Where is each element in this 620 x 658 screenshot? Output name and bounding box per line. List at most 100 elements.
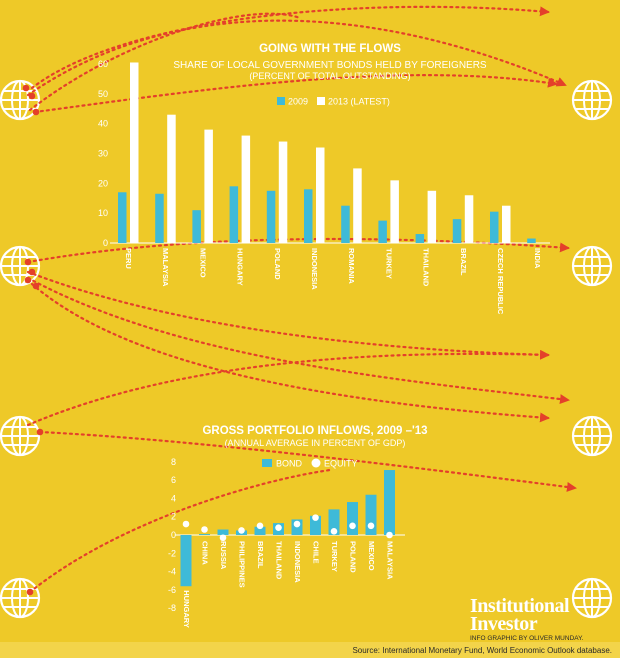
chart2-legend: BOND EQUITY [262, 458, 358, 469]
x-tick-label: INDONESIA [293, 541, 302, 583]
dotted-arrow [30, 282, 550, 423]
x-tick-label: TURKEY [384, 248, 393, 279]
y-tick-label: -2 [168, 548, 176, 558]
y-tick-label: 30 [98, 148, 108, 158]
dotted-arrow [26, 19, 567, 97]
x-tick-label: THAILAND [275, 541, 284, 580]
bar-bond-malaysia [384, 470, 395, 535]
bar-2013-mexico [204, 129, 213, 243]
x-tick-label: PHILIPPINES [238, 541, 247, 588]
source-bar [0, 642, 620, 658]
x-tick-label: TURKEY [330, 541, 339, 572]
bar-bond-chile [310, 515, 321, 535]
bar-2013-peru [130, 62, 139, 244]
y-tick-label: 0 [103, 238, 108, 248]
globes [0, 79, 613, 619]
bar-2009-poland [266, 190, 276, 243]
x-tick-label: MALAYSIA [386, 541, 395, 580]
dotted-arrow [26, 352, 550, 427]
bar-2009-hungary [229, 186, 239, 243]
bar-2013-poland [278, 141, 288, 243]
bar-2009-romania [341, 205, 350, 243]
y-tick-label: 0 [171, 530, 176, 540]
legend-label-2013: 2013 (LATEST) [328, 97, 390, 107]
bar-2009-czech-republic [490, 211, 499, 243]
y-tick-label: 8 [171, 457, 176, 467]
bar-2009-turkey [378, 220, 387, 243]
flow-arrows [26, 5, 577, 594]
credits: Institutional Investor INFO GRAPHIC BY O… [0, 595, 620, 658]
globe-icon [571, 79, 613, 121]
x-tick-label: RUSSIA [219, 541, 228, 570]
y-tick-label: 40 [98, 119, 108, 129]
dotted-arrow [26, 237, 570, 264]
dotted-arrow [33, 74, 558, 114]
x-tick-label: BRAZIL [459, 248, 468, 276]
x-tick-label: BRAZIL [256, 541, 265, 569]
dot-equity-mexico [367, 522, 375, 530]
y-tick-label: 10 [98, 208, 108, 218]
y-tick-label: 60 [98, 59, 108, 69]
bar-2009-india [527, 238, 536, 243]
bar-2013-hungary [241, 135, 251, 243]
globe-icon [571, 245, 613, 287]
dot-equity-malaysia [386, 531, 393, 539]
bar-bond-hungary [180, 535, 192, 587]
x-tick-label: PERU [124, 248, 133, 269]
y-tick-label: 4 [171, 493, 176, 503]
chart1-subtitle: SHARE OF LOCAL GOVERNMENT BONDS HELD BY … [173, 60, 487, 71]
bar-2013-romania [353, 168, 362, 243]
x-tick-label: HUNGARY [182, 590, 191, 628]
dot-equity-brazil [256, 522, 264, 530]
dotted-arrow [26, 276, 570, 405]
legend-label-2009: 2009 [288, 97, 308, 107]
dotted-arrow [26, 270, 550, 360]
x-tick-label: MEXICO [367, 541, 376, 571]
y-tick-label: 6 [171, 475, 176, 485]
y-tick-label: -4 [168, 567, 176, 577]
x-tick-label: ROMANIA [347, 248, 356, 284]
legend-swatch-equity [311, 458, 321, 468]
logo-line1: Institutional [470, 595, 570, 617]
y-tick-label: -6 [168, 585, 176, 595]
globe-icon [571, 577, 613, 619]
dot-equity-china [201, 526, 208, 533]
x-tick-label: POLAND [349, 541, 358, 573]
y-tick-label: 50 [98, 89, 108, 99]
logo-line2: Investor [470, 613, 538, 635]
dotted-arrow [38, 430, 577, 492]
dot-equity-thailand [275, 524, 282, 531]
bar-2013-czech-republic [502, 205, 511, 243]
globe-icon [571, 415, 613, 457]
y-tick-label: -8 [168, 603, 176, 613]
bond-share-chart: GOING WITH THE FLOWS SHARE OF LOCAL GOVE… [98, 43, 550, 315]
chart1-subtitle2: (PERCENT OF TOTAL OUTSTANDING) [249, 71, 410, 81]
bar-2009-brazil [452, 219, 462, 243]
x-tick-label: HUNGARY [236, 248, 245, 286]
x-tick-label: CHINA [201, 541, 210, 565]
bar-bond-china [199, 534, 210, 535]
x-tick-label: MEXICO [198, 248, 207, 278]
chart1-legend: 2009 2013 (LATEST) [277, 97, 390, 107]
bar-2013-thailand [427, 190, 437, 243]
globe-icon [0, 577, 41, 619]
legend-label-bond: BOND [276, 459, 303, 469]
dotted-arrow [28, 12, 302, 112]
bar-bond-brazil [254, 526, 266, 535]
x-tick-label: INDONESIA [310, 248, 319, 290]
infographic-credit: INFO GRAPHIC BY OLIVER MUNDAY. [470, 635, 584, 642]
dot-equity-hungary [182, 520, 190, 528]
dot-equity-chile [312, 514, 319, 521]
globe-icon [0, 245, 41, 287]
bar-2013-malaysia [167, 114, 176, 244]
portfolio-inflows-chart: GROSS PORTFOLIO INFLOWS, 2009 –'13 (ANNU… [168, 425, 428, 628]
x-tick-label: THAILAND [422, 248, 431, 287]
y-tick-label: 20 [98, 178, 108, 188]
x-tick-label: CHILE [312, 541, 321, 564]
bar-2009-indonesia [304, 189, 313, 243]
dot-equity-turkey [330, 528, 338, 535]
x-tick-label: INDIA [533, 248, 542, 269]
legend-swatch-2013 [317, 97, 325, 105]
x-tick-label: POLAND [273, 248, 282, 280]
